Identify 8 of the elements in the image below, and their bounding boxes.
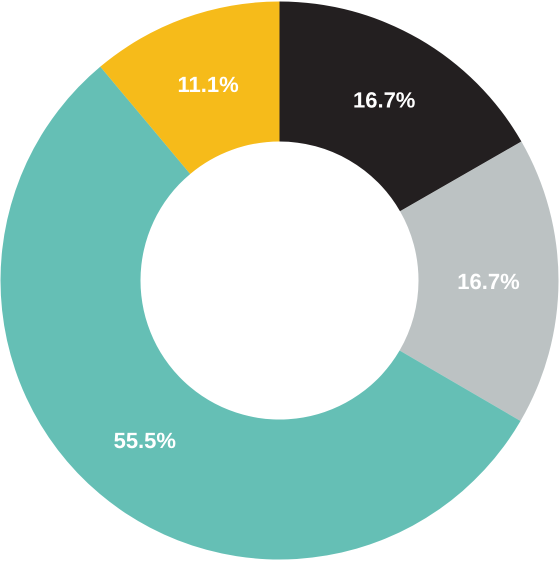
donut-slice bbox=[400, 142, 558, 422]
donut-slice bbox=[100, 2, 280, 174]
data-label: 16.7% bbox=[457, 268, 520, 294]
donut-slice bbox=[280, 2, 522, 212]
data-label: 55.5% bbox=[114, 428, 176, 453]
donut-slice bbox=[0, 66, 521, 560]
data-label: 11.1% bbox=[178, 72, 239, 97]
data-label: 16.7% bbox=[352, 87, 416, 112]
